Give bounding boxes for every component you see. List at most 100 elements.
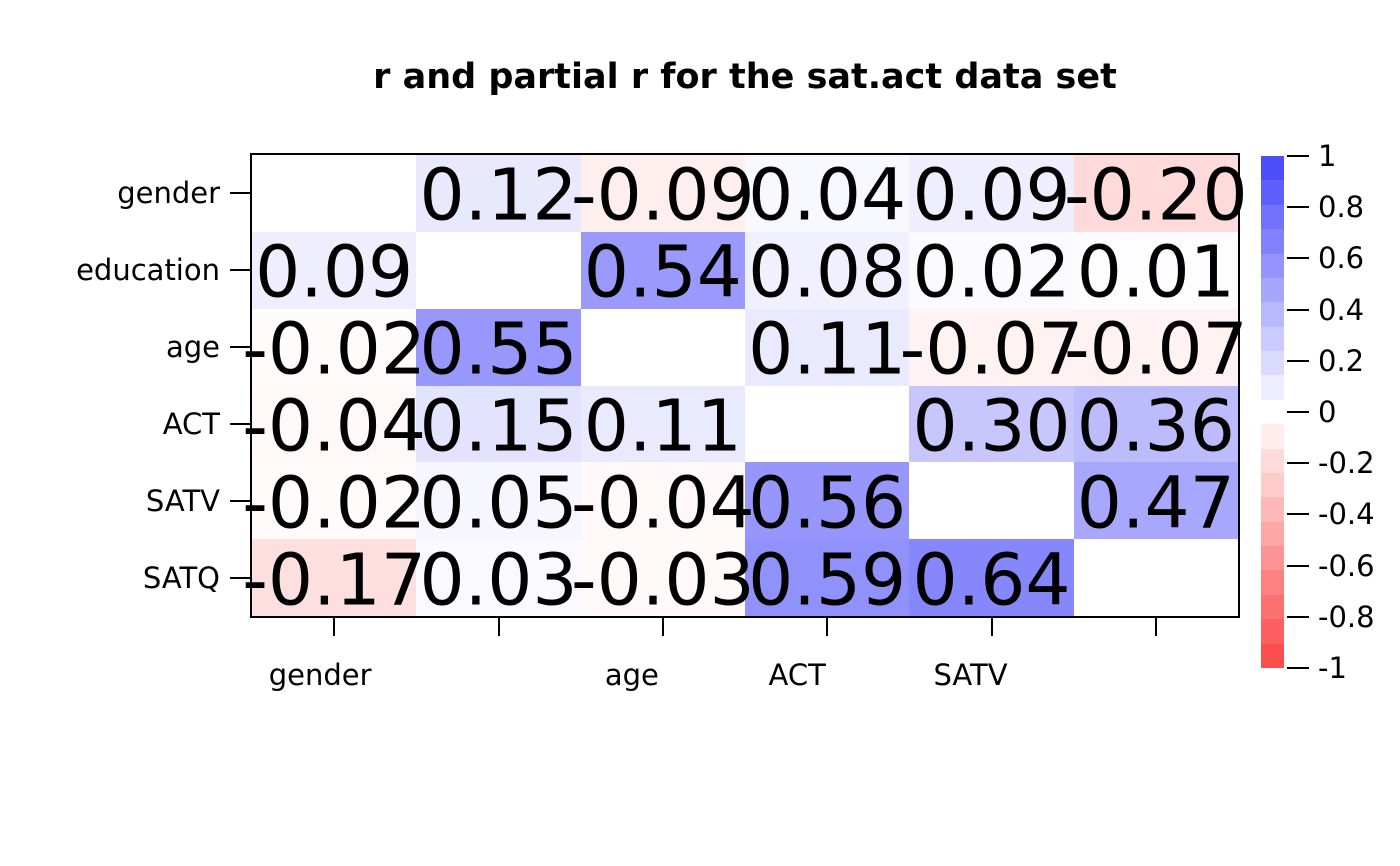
y-axis-tick: [230, 346, 250, 349]
cell-value: 0.01: [1076, 230, 1235, 314]
colorbar-segment: [1261, 326, 1284, 352]
cell-value: -0.04: [570, 461, 755, 545]
matrix-cell: [416, 462, 582, 540]
cell-value: 0.64: [912, 538, 1071, 622]
colorbar-tick: [1287, 513, 1309, 516]
colorbar-segment: [1261, 643, 1284, 669]
colorbar-segment: [1261, 448, 1284, 474]
matrix-cell: [416, 155, 582, 233]
matrix-cell: [1073, 155, 1239, 233]
matrix-cell: [252, 385, 417, 463]
x-axis-tick: [826, 618, 829, 636]
cell-value: 0.36: [1076, 384, 1235, 468]
colorbar-segment: [1261, 351, 1284, 376]
cell-value: 0.03: [419, 538, 578, 622]
y-axis-label: SATV: [145, 483, 220, 518]
x-axis-label: age: [604, 658, 659, 692]
colorbar-segment: [1261, 204, 1284, 230]
matrix-cell: [909, 231, 1075, 310]
x-axis-tick: [990, 618, 993, 636]
chart-title: r and partial r for the sat.act data set: [373, 57, 1117, 97]
cell-value: -0.02: [242, 307, 427, 391]
matrix-cell: [580, 155, 746, 233]
colorbar-tick: [1287, 411, 1309, 413]
cell-value: 0.30: [912, 384, 1071, 468]
x-axis-tick: [661, 618, 664, 636]
colorbar-segment: [1261, 253, 1284, 279]
colorbar-segment: [1261, 546, 1284, 571]
matrix-cell: [1073, 462, 1239, 540]
matrix-cell: [1073, 385, 1239, 463]
colorbar-segment: [1261, 229, 1284, 255]
cell-value: -0.20: [1063, 153, 1248, 237]
matrix-cell: [1073, 308, 1239, 386]
x-axis-tick: [1154, 618, 1157, 636]
matrix-cell: [580, 462, 746, 540]
colorbar-tick: [1287, 564, 1309, 567]
cell-value: 0.11: [583, 384, 742, 468]
colorbar-segment: [1261, 472, 1284, 498]
cell-value: 0.09: [912, 153, 1071, 237]
matrix-cell: [416, 231, 582, 310]
matrix-cell: [745, 155, 910, 233]
matrix-cell: [745, 385, 910, 463]
cell-value: 0.02: [912, 230, 1071, 314]
matrix-cell: [580, 308, 746, 386]
y-axis-tick: [230, 576, 250, 579]
cell-value: 0.09: [255, 230, 414, 314]
cell-value: 0.47: [1076, 461, 1235, 545]
matrix-cell: [909, 462, 1075, 540]
cell-value: -0.17: [242, 538, 427, 622]
cell-value: 0.05: [419, 461, 578, 545]
colorbar-tick-label: 0.6: [1318, 241, 1365, 276]
colorbar-segment: [1261, 277, 1284, 303]
cell-value: 0.12: [419, 153, 578, 237]
colorbar-tick: [1287, 462, 1309, 465]
cell-value: 0.59: [748, 538, 907, 622]
cell-value: 0.04: [748, 153, 907, 237]
matrix-cell: [909, 308, 1075, 386]
matrix-cell: [745, 308, 910, 386]
colorbar-segment: [1261, 497, 1284, 523]
colorbar-segment: [1261, 399, 1284, 425]
matrix-cell: [252, 155, 417, 233]
colorbar-tick-label: 0.8: [1318, 190, 1365, 225]
y-axis-label: ACT: [162, 406, 220, 441]
colorbar-tick-label: 0.4: [1318, 292, 1365, 327]
colorbar-segment: [1261, 570, 1284, 596]
matrix-cell: [909, 539, 1075, 617]
cell-value: -0.04: [242, 384, 427, 468]
colorbar-tick: [1287, 615, 1309, 618]
colorbar-tick: [1287, 359, 1309, 362]
colorbar-segment: [1261, 521, 1284, 547]
colorbar-tick: [1287, 155, 1309, 157]
matrix-cell: [745, 231, 910, 310]
colorbar-tick-label: -0.8: [1318, 599, 1375, 634]
colorbar-tick: [1287, 206, 1309, 209]
cell-value: 0.54: [583, 230, 742, 314]
matrix-cell: [909, 385, 1075, 463]
cell-value: 0.08: [748, 230, 907, 314]
cell-value: 0.11: [748, 307, 907, 391]
y-axis-label: education: [76, 253, 220, 288]
matrix-cell: [909, 155, 1075, 233]
y-axis-tick: [230, 192, 250, 195]
x-axis-label: gender: [268, 658, 372, 692]
colorbar-tick-label: -0.2: [1318, 446, 1375, 481]
plot-area: 0.12 -0.09 0.04 0.09 -0.20 0.09 0.54 0.08 0.02 0.…: [242, 153, 1248, 622]
colorbar-segment: [1261, 619, 1284, 645]
matrix-cell: [252, 539, 417, 617]
colorbar-segment: [1261, 375, 1284, 401]
matrix-cell: [252, 462, 417, 540]
x-axis-label: SATV: [933, 658, 1008, 692]
cell-value: -0.07: [899, 307, 1084, 391]
cell-value: -0.09: [570, 153, 755, 237]
cell-value: -0.07: [1063, 307, 1248, 391]
matrix-cell: [745, 462, 910, 540]
colorbar-tick: [1287, 308, 1309, 311]
y-axis-label: gender: [117, 176, 220, 211]
matrix-cell: [580, 385, 746, 463]
colorbar-segment: [1261, 180, 1284, 206]
y-axis-tick: [230, 422, 250, 425]
